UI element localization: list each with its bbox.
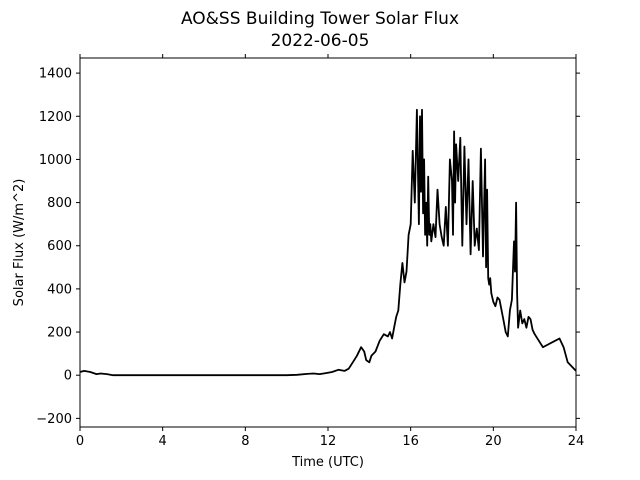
y-tick-label: −200 xyxy=(36,412,72,427)
x-tick-label: 12 xyxy=(320,434,337,449)
x-axis-label: Time (UTC) xyxy=(291,455,364,470)
y-axis-label: Solar Flux (W/m^2) xyxy=(12,179,27,307)
ticks: 0 4 8 12 16 20 24 −200 0 200 400 600 800 1000 1200 1400 xyxy=(36,54,584,449)
plot-content xyxy=(79,108,577,377)
y-tick-label: 400 xyxy=(47,282,72,297)
y-tick-label: 1400 xyxy=(39,67,72,82)
x-tick-label: 4 xyxy=(159,434,167,449)
x-tick-label: 20 xyxy=(485,434,502,449)
x-tick-label: 0 xyxy=(76,434,84,449)
y-tick-label: 200 xyxy=(47,326,72,341)
plot-frame xyxy=(79,57,577,428)
y-tick-label: 1000 xyxy=(39,153,72,168)
y-tick-label: 1200 xyxy=(39,110,72,125)
y-tick-label: 600 xyxy=(47,239,72,254)
x-tick-label: 16 xyxy=(402,434,419,449)
x-tick-label: 8 xyxy=(241,434,249,449)
series-line-0 xyxy=(79,108,577,377)
x-tick-label: 24 xyxy=(568,434,585,449)
chart-subtitle: 2022-06-05 xyxy=(271,31,370,51)
chart-title: AO&SS Building Tower Solar Flux xyxy=(181,9,459,29)
y-tick-label: 0 xyxy=(64,369,72,384)
y-tick-label: 800 xyxy=(47,196,72,211)
